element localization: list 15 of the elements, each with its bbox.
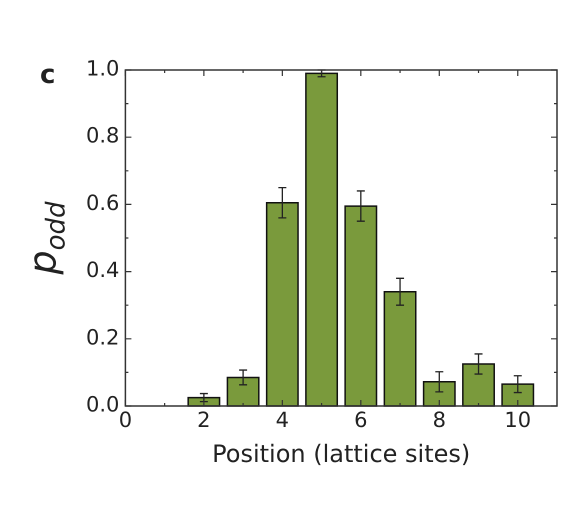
x-tick-label: 10: [504, 408, 532, 432]
text: 0.0: [86, 392, 120, 416]
text: 1.0: [86, 56, 120, 80]
x-axis-title: Position (lattice sites): [212, 440, 470, 468]
y-tick-label: 0.4: [86, 258, 120, 282]
x-tick-label: 8: [432, 408, 446, 432]
y-tick-label: 0.6: [86, 190, 120, 215]
x-tick-label: 4: [276, 408, 290, 432]
y-tick-label: 0.8: [86, 124, 120, 148]
text: c: [40, 60, 56, 90]
y-tick-label: 0.2: [86, 325, 120, 350]
x-tick-label: 0: [118, 408, 132, 432]
x-tick-label: 6: [354, 408, 368, 432]
y-axis-title: podd: [20, 200, 72, 276]
x-tick-label: 2: [197, 408, 211, 432]
